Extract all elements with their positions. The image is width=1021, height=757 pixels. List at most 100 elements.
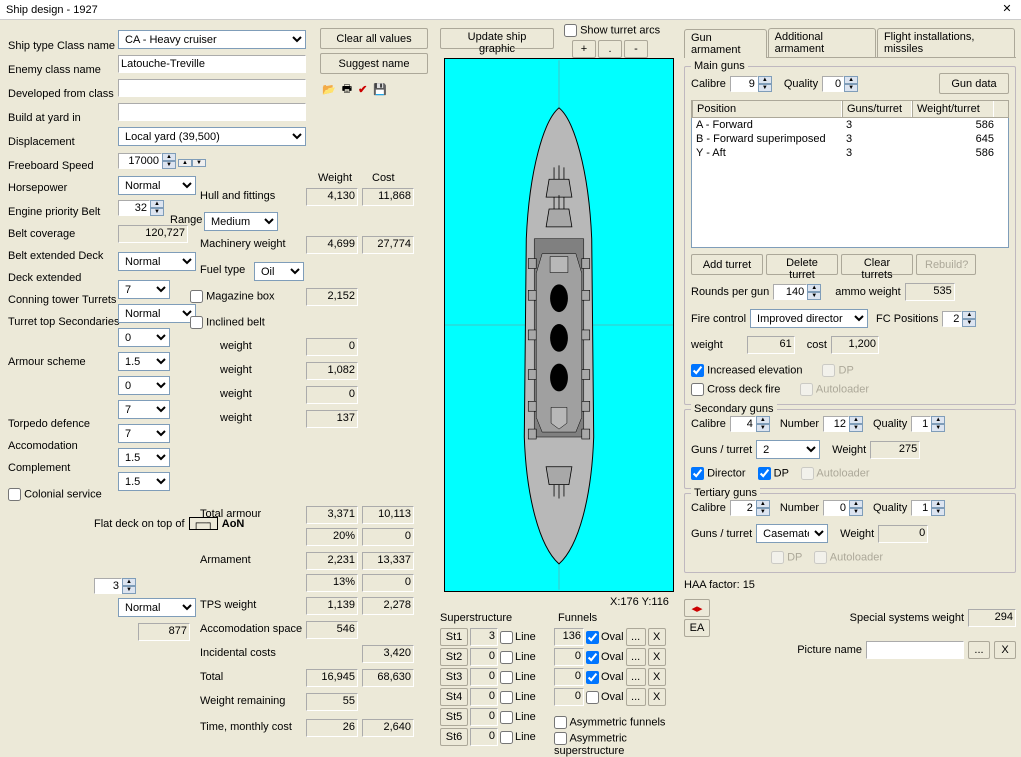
funnel-oval-checkbox[interactable] bbox=[586, 651, 599, 664]
funnel-oval-checkbox[interactable] bbox=[586, 671, 599, 684]
funnel-x-button[interactable]: X bbox=[648, 688, 666, 706]
turret-top-select[interactable]: 1.5 bbox=[118, 448, 170, 467]
engine-priority-select[interactable]: Normal bbox=[118, 252, 196, 271]
ter-number-spinner[interactable]: ▲▼ bbox=[823, 500, 863, 516]
delete-turret-button[interactable]: Delete turret bbox=[766, 254, 838, 275]
fuel-select[interactable]: Oil bbox=[254, 262, 304, 281]
ship-type-select[interactable]: CA - Heavy cruiser bbox=[118, 30, 306, 49]
rpg-spinner[interactable]: ▲▼ bbox=[773, 284, 821, 300]
funnel-oval-checkbox[interactable] bbox=[586, 691, 599, 704]
funnel-x-button[interactable]: X bbox=[648, 648, 666, 666]
funnel-dots-button[interactable]: ... bbox=[626, 688, 646, 706]
funnel-x-button[interactable]: X bbox=[648, 668, 666, 686]
st-button[interactable]: St2 bbox=[440, 648, 468, 666]
cross-deck-checkbox[interactable] bbox=[691, 383, 704, 396]
inc-elev-checkbox[interactable] bbox=[691, 364, 704, 377]
turrets-select[interactable]: 7 bbox=[118, 424, 170, 443]
ter-gpt-select[interactable]: Casemate bbox=[756, 524, 828, 543]
build-yard-select[interactable]: Local yard (39,500) bbox=[118, 127, 306, 146]
st-button[interactable]: St4 bbox=[440, 688, 468, 706]
ter-quality-spinner[interactable]: ▲▼ bbox=[911, 500, 945, 516]
print-icon[interactable]: 🖶 bbox=[342, 80, 352, 99]
funnel-dots-button[interactable]: ... bbox=[626, 648, 646, 666]
show-turret-checkbox[interactable] bbox=[564, 24, 577, 37]
col-wpt[interactable]: Weight/turret bbox=[912, 101, 994, 117]
fc-select[interactable]: Improved director bbox=[750, 309, 868, 328]
picture-name-input[interactable] bbox=[866, 641, 964, 659]
developed-input[interactable] bbox=[118, 103, 306, 121]
arrows-button[interactable]: ◂▸ bbox=[684, 599, 710, 617]
funnel-dots-button[interactable]: ... bbox=[626, 628, 646, 646]
freeboard-select[interactable]: Normal bbox=[118, 176, 196, 195]
st-line-checkbox[interactable] bbox=[500, 691, 513, 704]
clear-turrets-button[interactable]: Clear turrets bbox=[841, 254, 913, 275]
col-position[interactable]: Position bbox=[692, 101, 842, 117]
st-button[interactable]: St3 bbox=[440, 668, 468, 686]
belt-select[interactable]: 7 bbox=[118, 280, 170, 299]
torpedo-def-spinner[interactable]: ▲▼ bbox=[94, 578, 136, 594]
sec-director-checkbox[interactable] bbox=[691, 467, 704, 480]
st-button[interactable]: St5 bbox=[440, 708, 468, 726]
belt-ext-select[interactable]: 0 bbox=[118, 328, 170, 347]
magbox-checkbox[interactable] bbox=[190, 290, 203, 303]
add-turret-button[interactable]: Add turret bbox=[691, 254, 763, 275]
ship-graphic[interactable] bbox=[444, 58, 674, 592]
check-icon[interactable]: ✔ bbox=[358, 83, 367, 96]
sec-gpt-select[interactable]: 2 bbox=[756, 440, 820, 459]
dot-button[interactable]: . bbox=[598, 40, 622, 58]
save-icon[interactable]: 💾 bbox=[373, 83, 387, 96]
calibre-spinner[interactable]: ▲▼ bbox=[730, 76, 772, 92]
plus-button[interactable]: + bbox=[572, 40, 596, 58]
st-line-checkbox[interactable] bbox=[500, 711, 513, 724]
picture-browse-button[interactable]: ... bbox=[968, 641, 990, 659]
belt-cov-select[interactable]: Normal bbox=[118, 304, 196, 323]
st-line-checkbox[interactable] bbox=[500, 671, 513, 684]
ter-calibre-spinner[interactable]: ▲▼ bbox=[730, 500, 770, 516]
asym-super-checkbox[interactable] bbox=[554, 732, 567, 745]
quality-spinner[interactable]: ▲▼ bbox=[822, 76, 858, 92]
picture-clear-button[interactable]: X bbox=[994, 641, 1016, 659]
displacement-spinner[interactable]: ▲▼ bbox=[118, 153, 176, 169]
funnel-oval-checkbox[interactable] bbox=[586, 631, 599, 644]
secondaries-select[interactable]: 1.5 bbox=[118, 472, 170, 491]
range-select[interactable]: Medium bbox=[204, 212, 278, 231]
tab-gun-armament[interactable]: Gun armament bbox=[684, 29, 767, 58]
clear-button[interactable]: Clear all values bbox=[320, 28, 428, 49]
st-line-checkbox[interactable] bbox=[500, 631, 513, 644]
funnel-dots-button[interactable]: ... bbox=[626, 668, 646, 686]
colonial-checkbox[interactable] bbox=[8, 488, 21, 501]
st-line-checkbox[interactable] bbox=[500, 731, 513, 744]
st-button[interactable]: St6 bbox=[440, 728, 468, 746]
table-row[interactable]: A - Forward3586 bbox=[692, 118, 1008, 132]
deck-select[interactable]: 1.5 bbox=[118, 352, 170, 371]
st-line-checkbox[interactable] bbox=[500, 651, 513, 664]
ea-button[interactable]: EA bbox=[684, 619, 710, 637]
st-button[interactable]: St1 bbox=[440, 628, 468, 646]
class-name-input[interactable] bbox=[118, 55, 306, 73]
speed-spinner[interactable]: ▲▼ bbox=[118, 200, 164, 216]
folder-icon[interactable]: 📂 bbox=[322, 83, 336, 96]
inclined-checkbox[interactable] bbox=[190, 316, 203, 329]
accom-select[interactable]: Normal bbox=[118, 598, 196, 617]
asym-funnels-checkbox[interactable] bbox=[554, 716, 567, 729]
gun-data-button[interactable]: Gun data bbox=[939, 73, 1009, 94]
sec-calibre-spinner[interactable]: ▲▼ bbox=[730, 416, 770, 432]
table-row[interactable]: B - Forward superimposed3645 bbox=[692, 132, 1008, 146]
displacement-spinner2[interactable]: ▲▼ bbox=[178, 155, 206, 167]
tab-flight[interactable]: Flight installations, missiles bbox=[877, 28, 1015, 57]
table-row[interactable]: Y - Aft3586 bbox=[692, 146, 1008, 160]
fcpos-spinner[interactable]: ▲▼ bbox=[942, 311, 976, 327]
enemy-class-input[interactable] bbox=[118, 79, 306, 97]
sec-quality-spinner[interactable]: ▲▼ bbox=[911, 416, 945, 432]
suggest-button[interactable]: Suggest name bbox=[320, 53, 428, 74]
turret-table[interactable]: A - Forward3586B - Forward superimposed3… bbox=[691, 118, 1009, 248]
funnel-x-button[interactable]: X bbox=[648, 628, 666, 646]
tab-additional[interactable]: Additional armament bbox=[768, 28, 876, 57]
conning-select[interactable]: 7 bbox=[118, 400, 170, 419]
col-gpt[interactable]: Guns/turret bbox=[842, 101, 912, 117]
minus-button[interactable]: - bbox=[624, 40, 648, 58]
close-icon[interactable]: ✕ bbox=[999, 2, 1015, 18]
sec-dp-checkbox[interactable] bbox=[758, 467, 771, 480]
sec-number-spinner[interactable]: ▲▼ bbox=[823, 416, 863, 432]
deck-ext-select[interactable]: 0 bbox=[118, 376, 170, 395]
